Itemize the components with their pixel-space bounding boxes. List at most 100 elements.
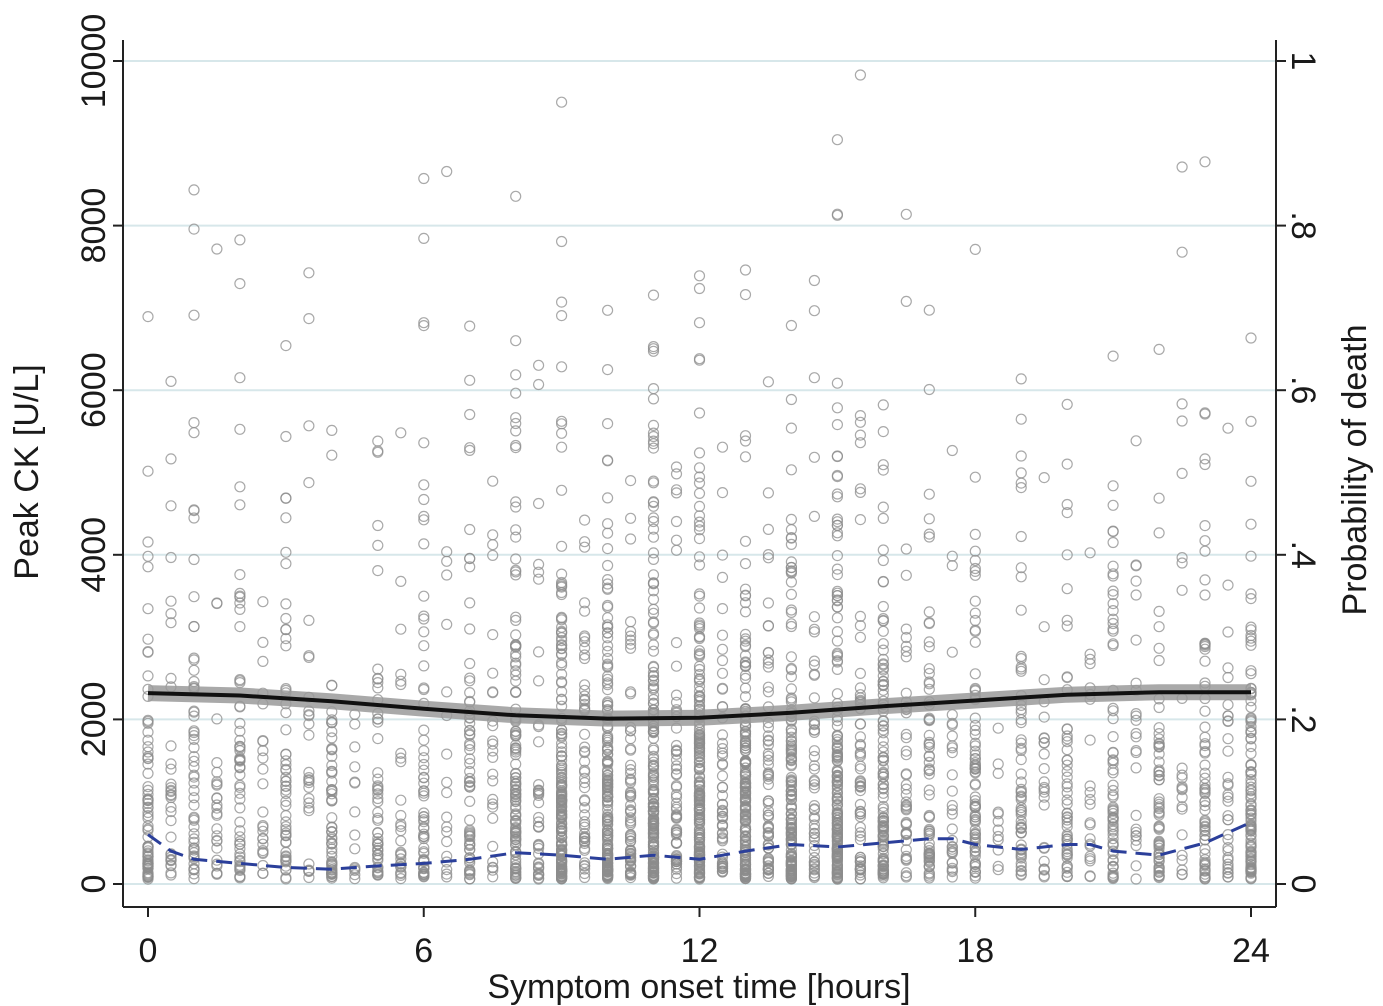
data-point bbox=[555, 791, 568, 803]
data-point bbox=[1199, 759, 1211, 771]
data-point bbox=[808, 864, 821, 876]
data-point bbox=[555, 568, 568, 580]
data-point bbox=[1245, 766, 1257, 778]
data-point bbox=[716, 747, 729, 759]
data-point bbox=[831, 647, 844, 659]
data-point bbox=[510, 553, 522, 565]
data-point bbox=[693, 617, 706, 629]
data-point bbox=[946, 785, 958, 797]
data-point bbox=[647, 645, 660, 657]
data-point bbox=[716, 629, 729, 641]
data-point bbox=[716, 602, 729, 615]
data-point bbox=[647, 531, 660, 543]
data-point bbox=[900, 818, 912, 830]
data-point bbox=[693, 771, 706, 783]
data-point bbox=[211, 713, 223, 725]
data-point bbox=[1199, 640, 1211, 653]
data-point bbox=[418, 772, 430, 784]
data-point bbox=[395, 675, 407, 687]
data-point bbox=[647, 627, 660, 639]
y2-tick-label: 0 bbox=[1284, 875, 1322, 894]
data-point bbox=[647, 616, 660, 628]
data-point bbox=[831, 843, 844, 856]
data-point bbox=[923, 768, 935, 780]
data-point bbox=[601, 418, 614, 430]
data-point bbox=[739, 264, 752, 276]
data-point bbox=[831, 134, 844, 146]
data-point bbox=[1015, 776, 1027, 788]
data-point bbox=[1107, 525, 1119, 538]
data-point bbox=[716, 487, 729, 499]
data-point bbox=[1015, 737, 1027, 749]
data-point bbox=[831, 729, 844, 741]
data-point bbox=[647, 870, 660, 882]
data-point bbox=[142, 465, 154, 477]
data-point bbox=[785, 620, 798, 633]
data-point bbox=[854, 416, 867, 428]
data-point bbox=[211, 792, 223, 804]
data-point bbox=[418, 830, 430, 843]
data-point bbox=[1153, 840, 1165, 852]
data-point bbox=[578, 821, 591, 833]
data-point bbox=[1107, 764, 1119, 776]
data-point bbox=[670, 872, 683, 884]
data-point bbox=[1061, 807, 1073, 820]
data-point bbox=[1107, 828, 1119, 841]
data-point bbox=[739, 757, 752, 769]
data-point bbox=[165, 763, 177, 775]
data-point bbox=[303, 858, 315, 870]
data-point bbox=[946, 550, 958, 562]
data-point bbox=[1107, 747, 1119, 759]
data-point bbox=[510, 686, 522, 698]
data-point bbox=[441, 569, 453, 581]
data-point bbox=[1107, 713, 1119, 725]
data-point bbox=[762, 730, 775, 742]
data-point bbox=[1222, 710, 1234, 722]
data-point bbox=[1015, 742, 1027, 755]
data-point bbox=[670, 461, 683, 473]
data-point bbox=[510, 531, 522, 543]
data-point bbox=[923, 729, 935, 742]
data-point bbox=[555, 693, 568, 705]
data-point bbox=[716, 805, 729, 817]
data-point bbox=[280, 557, 292, 570]
data-point bbox=[785, 822, 798, 835]
data-point bbox=[1199, 574, 1211, 586]
data-point bbox=[234, 761, 246, 774]
data-point bbox=[1038, 762, 1050, 775]
data-point bbox=[831, 209, 844, 221]
data-point bbox=[234, 725, 246, 737]
data-point bbox=[1061, 458, 1073, 470]
data-point bbox=[1107, 855, 1119, 867]
data-point bbox=[303, 774, 315, 787]
data-point bbox=[510, 795, 522, 807]
data-point bbox=[326, 856, 338, 869]
data-point bbox=[831, 450, 844, 462]
data-point bbox=[1245, 668, 1257, 680]
data-point bbox=[1107, 604, 1119, 617]
data-point bbox=[1176, 762, 1188, 774]
data-point bbox=[1130, 744, 1142, 757]
data-point bbox=[211, 867, 223, 879]
data-point bbox=[1107, 767, 1119, 779]
data-point bbox=[326, 821, 338, 834]
data-point bbox=[555, 484, 568, 496]
data-point bbox=[1245, 518, 1257, 530]
data-point bbox=[762, 686, 775, 698]
data-point bbox=[808, 827, 821, 839]
data-point bbox=[946, 864, 958, 876]
data-point bbox=[1038, 736, 1050, 749]
data-point bbox=[923, 676, 935, 688]
data-point bbox=[188, 553, 200, 566]
data-point bbox=[1061, 744, 1073, 756]
data-point bbox=[647, 500, 660, 512]
data-point bbox=[693, 524, 706, 536]
data-point bbox=[1222, 841, 1234, 854]
data-point bbox=[395, 867, 407, 880]
data-point bbox=[647, 666, 660, 679]
data-point bbox=[257, 833, 269, 845]
data-point bbox=[1176, 829, 1188, 841]
data-point bbox=[234, 781, 246, 794]
data-point bbox=[165, 500, 177, 512]
